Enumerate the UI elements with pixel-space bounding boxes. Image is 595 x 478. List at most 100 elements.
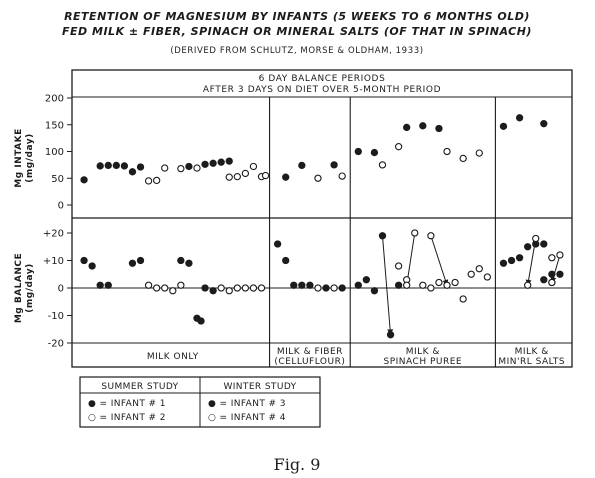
point-infant-1-intake [354,147,362,156]
point-infant-1-balance [209,287,217,295]
intake-tick-label: 0 [58,201,64,212]
point-infant-3-balance [394,281,403,289]
point-infant-1-balance [362,276,371,284]
point-infant-1-intake [128,168,137,176]
point-infant-2-balance [177,281,185,289]
point-infant-1-balance [507,256,516,265]
point-infant-2-balance [475,265,483,273]
point-infant-2-balance [233,284,241,292]
section-label: MILK ONLY [147,352,199,362]
section-label: MILK & [515,347,549,357]
point-infant-1-intake [499,122,508,131]
section-label: MILK & [406,347,440,357]
legend-entry-infant-4: ○ = INFANT # 4 [208,413,286,423]
point-infant-2-balance [524,281,532,289]
chart-subtitle: (DERIVED FROM SCHLUTZ, MORSE & OLDHAM, 1… [170,46,423,56]
point-infant-1-intake [370,148,379,157]
point-infant-1-intake [112,161,120,170]
point-infant-2-balance [556,251,564,259]
point-infant-1-intake [120,162,129,170]
intake-tick-label: 100 [45,147,64,158]
figure-caption: Fig. 9 [274,455,321,474]
point-infant-1-intake [419,122,427,130]
point-infant-2-balance [394,262,403,270]
legend-entry-infant-2: ○ = INFANT # 2 [88,413,166,423]
balance-tick-label: 0 [58,284,64,295]
point-infant-2-intake [475,149,483,157]
point-infant-2-balance [314,284,322,292]
point-infant-2-balance [427,284,435,292]
point-infant-1-balance [177,256,185,265]
section-label-line2: MIN'RL SALTS [498,357,565,367]
point-infant-2-balance [411,229,419,237]
point-infant-2-balance [161,284,169,292]
point-infant-2-intake [233,172,241,181]
section-dividers [269,97,496,367]
point-infant-1-intake [185,162,193,171]
point-infant-2-balance [217,284,225,292]
point-infant-1-intake [403,123,411,132]
point-infant-1-balance [88,262,96,270]
legend-group-winter: WINTER STUDY [223,382,296,392]
point-infant-1-intake [282,173,290,181]
point-infant-1-balance [306,281,314,289]
point-infant-3-balance [386,331,395,339]
point-infant-1-intake [104,161,112,170]
shift-arrow [550,254,561,284]
point-infant-4-balance [443,281,451,289]
point-infant-1-intake [96,162,104,170]
point-infant-2-balance [330,284,338,292]
point-infant-1-balance [197,317,205,325]
point-infant-1-intake [435,124,443,133]
point-infant-1-balance [524,243,532,251]
point-infant-1-balance [540,240,548,248]
point-infant-2-intake [144,177,153,185]
balance-tick-label: +20 [43,229,64,240]
point-infant-2-intake [249,162,258,171]
balance-axis-unit: (mg/day) [25,263,35,312]
intake-tick-label: 50 [51,174,64,185]
balance-ticks: -20 -10 0 +10 +20 [43,229,72,350]
data-points [80,114,564,339]
point-infant-1-balance [185,259,193,267]
point-infant-2-intake [443,147,451,156]
point-infant-4-balance [427,232,435,240]
point-infant-4-balance [548,278,556,287]
point-infant-2-intake [261,171,270,180]
point-infant-2-balance [459,295,467,303]
intake-axis-unit: (mg/day) [25,133,35,182]
point-infant-3-balance [540,276,548,284]
point-infant-1-intake [540,120,548,128]
shift-arrow [381,235,394,336]
point-infant-2-intake [338,172,346,180]
point-infant-1-intake [80,176,88,184]
point-infant-1-intake [209,159,217,167]
legend-entry-infant-1: ● = INFANT # 1 [88,399,166,409]
point-infant-2-balance [225,287,233,295]
point-infant-1-balance [298,281,306,289]
section-label: MILK & FIBER [277,347,343,357]
balance-axis-label: Mg BALANCE [14,253,24,323]
intake-tick-label: 200 [45,94,64,105]
point-infant-1-balance [128,259,137,267]
point-infant-2-intake [177,164,185,173]
point-infant-1-balance [96,281,104,289]
point-infant-2-balance [257,284,266,292]
section-label-line2: SPINACH PUREE [384,357,463,367]
point-infant-2-intake [193,164,201,172]
point-infant-1-intake [201,160,209,168]
point-infant-2-intake [314,174,322,182]
point-infant-1-balance [104,281,112,289]
intake-ticks: 0 50 100 150 200 [45,94,72,212]
intake-axis-label: Mg INTAKE [14,128,24,187]
point-infant-2-intake [225,173,233,181]
intake-tick-label: 150 [45,120,64,131]
point-infant-1-intake [225,157,233,165]
section-label-line2: (CELLUFLOUR) [274,357,345,367]
point-infant-4-balance [403,281,411,289]
balance-tick-label: +10 [43,256,64,267]
legend-entry-infant-3: ● = INFANT # 3 [208,399,286,409]
section-labels: MILK ONLY MILK & FIBER(CELLUFLOUR)MILK &S… [147,347,565,367]
point-infant-4-balance [532,234,540,243]
